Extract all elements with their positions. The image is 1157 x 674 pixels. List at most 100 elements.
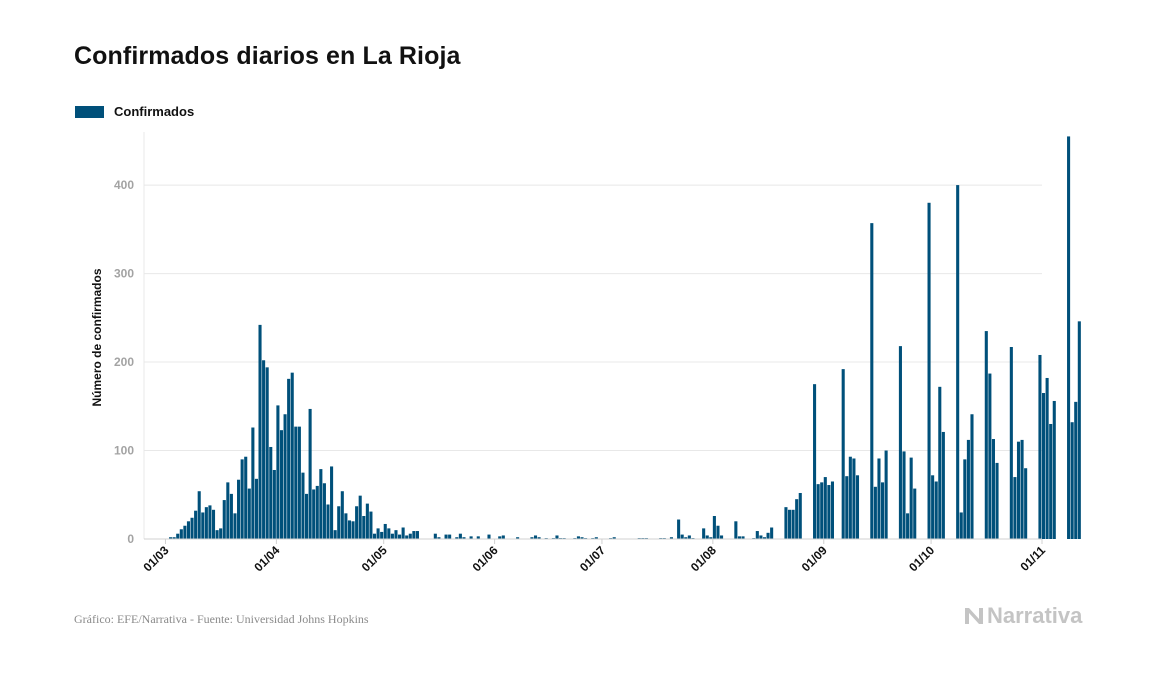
- narrativa-n-icon: [965, 608, 983, 624]
- bar: [347, 520, 352, 539]
- bar: [351, 521, 355, 539]
- bar: [712, 516, 716, 539]
- bar: [476, 536, 480, 539]
- bar: [766, 532, 770, 539]
- bar: [941, 431, 945, 539]
- bar: [823, 477, 827, 539]
- bar: [1016, 441, 1021, 539]
- bar: [669, 537, 673, 539]
- bar: [448, 534, 452, 539]
- bar: [258, 324, 262, 539]
- bar: [1024, 468, 1028, 539]
- x-tick-label: 01/04: [251, 543, 282, 574]
- bar: [852, 458, 856, 539]
- bar: [705, 535, 709, 539]
- bar: [251, 427, 255, 539]
- bar: [702, 528, 706, 539]
- bar: [1020, 439, 1024, 539]
- bar: [319, 469, 323, 539]
- bar: [934, 481, 938, 539]
- bar: [906, 513, 910, 539]
- bar: [537, 537, 541, 539]
- x-tick-label: 01/08: [688, 543, 719, 574]
- bar: [881, 482, 885, 539]
- bar: [315, 485, 319, 539]
- legend: Confirmados: [75, 104, 194, 119]
- bar: [358, 495, 362, 539]
- bar: [297, 426, 301, 539]
- bar: [1049, 423, 1053, 539]
- bar: [966, 439, 970, 539]
- bar: [1013, 477, 1017, 539]
- x-tick-label: 01/10: [906, 543, 937, 574]
- bar: [398, 534, 402, 539]
- bar: [469, 536, 473, 539]
- bar: [988, 373, 992, 539]
- bar: [279, 430, 284, 539]
- bar: [684, 537, 688, 539]
- bar: [530, 537, 534, 539]
- bar: [337, 506, 341, 539]
- bar: [984, 331, 988, 539]
- bar: [365, 503, 369, 539]
- bar: [254, 478, 258, 539]
- bar: [204, 507, 208, 539]
- bar: [415, 531, 419, 539]
- bar: [244, 456, 248, 539]
- bar: [262, 360, 266, 539]
- bar: [855, 475, 860, 539]
- bar: [412, 531, 416, 539]
- bars: [169, 136, 1081, 540]
- bar: [183, 525, 187, 539]
- bar: [462, 537, 466, 539]
- x-tick-label: 01/07: [577, 543, 608, 574]
- bar: [884, 450, 888, 539]
- bar: [340, 491, 344, 539]
- bar: [1067, 136, 1071, 540]
- bar: [870, 223, 874, 539]
- bar: [372, 533, 377, 539]
- x-axis-ticks: 01/03 01/04 01/05 01/06 01/07 01/08 01/09 01/10…: [140, 539, 1048, 574]
- bar: [795, 499, 799, 539]
- bar: [959, 512, 963, 539]
- bar: [326, 504, 330, 539]
- bar: [737, 536, 741, 539]
- bar: [956, 185, 960, 539]
- bar: [455, 537, 459, 539]
- bar: [312, 489, 316, 539]
- bar: [873, 486, 877, 539]
- bar: [194, 510, 198, 539]
- bar: [938, 386, 942, 539]
- bar: [501, 535, 505, 539]
- bar: [848, 456, 852, 539]
- bar: [770, 527, 774, 539]
- bar: [931, 475, 935, 539]
- bar: [394, 530, 398, 539]
- bar: [677, 519, 681, 539]
- bar: [784, 507, 788, 539]
- bar: [240, 459, 244, 539]
- brand-name: Narrativa: [987, 603, 1083, 628]
- bar: [272, 469, 276, 539]
- bar: [219, 528, 223, 539]
- bar: [820, 482, 824, 539]
- x-tick-label: 01/06: [470, 543, 501, 574]
- bar: [927, 202, 931, 539]
- bar: [1077, 321, 1081, 539]
- y-axis-title: Número de confirmados: [90, 268, 104, 406]
- bar: [186, 521, 191, 539]
- bar: [458, 533, 462, 539]
- bar: [720, 535, 724, 539]
- bar: [612, 537, 616, 539]
- bar: [362, 516, 366, 539]
- bar: [498, 536, 502, 539]
- bar: [369, 511, 373, 539]
- y-axis-ticks: 0 100 200 300 400: [114, 178, 134, 546]
- bar: [741, 536, 745, 539]
- bar: [333, 530, 337, 539]
- y-tick-label: 0: [127, 532, 134, 546]
- x-tick-label: 01/09: [799, 543, 830, 574]
- bar: [190, 517, 194, 539]
- bar: [909, 457, 913, 539]
